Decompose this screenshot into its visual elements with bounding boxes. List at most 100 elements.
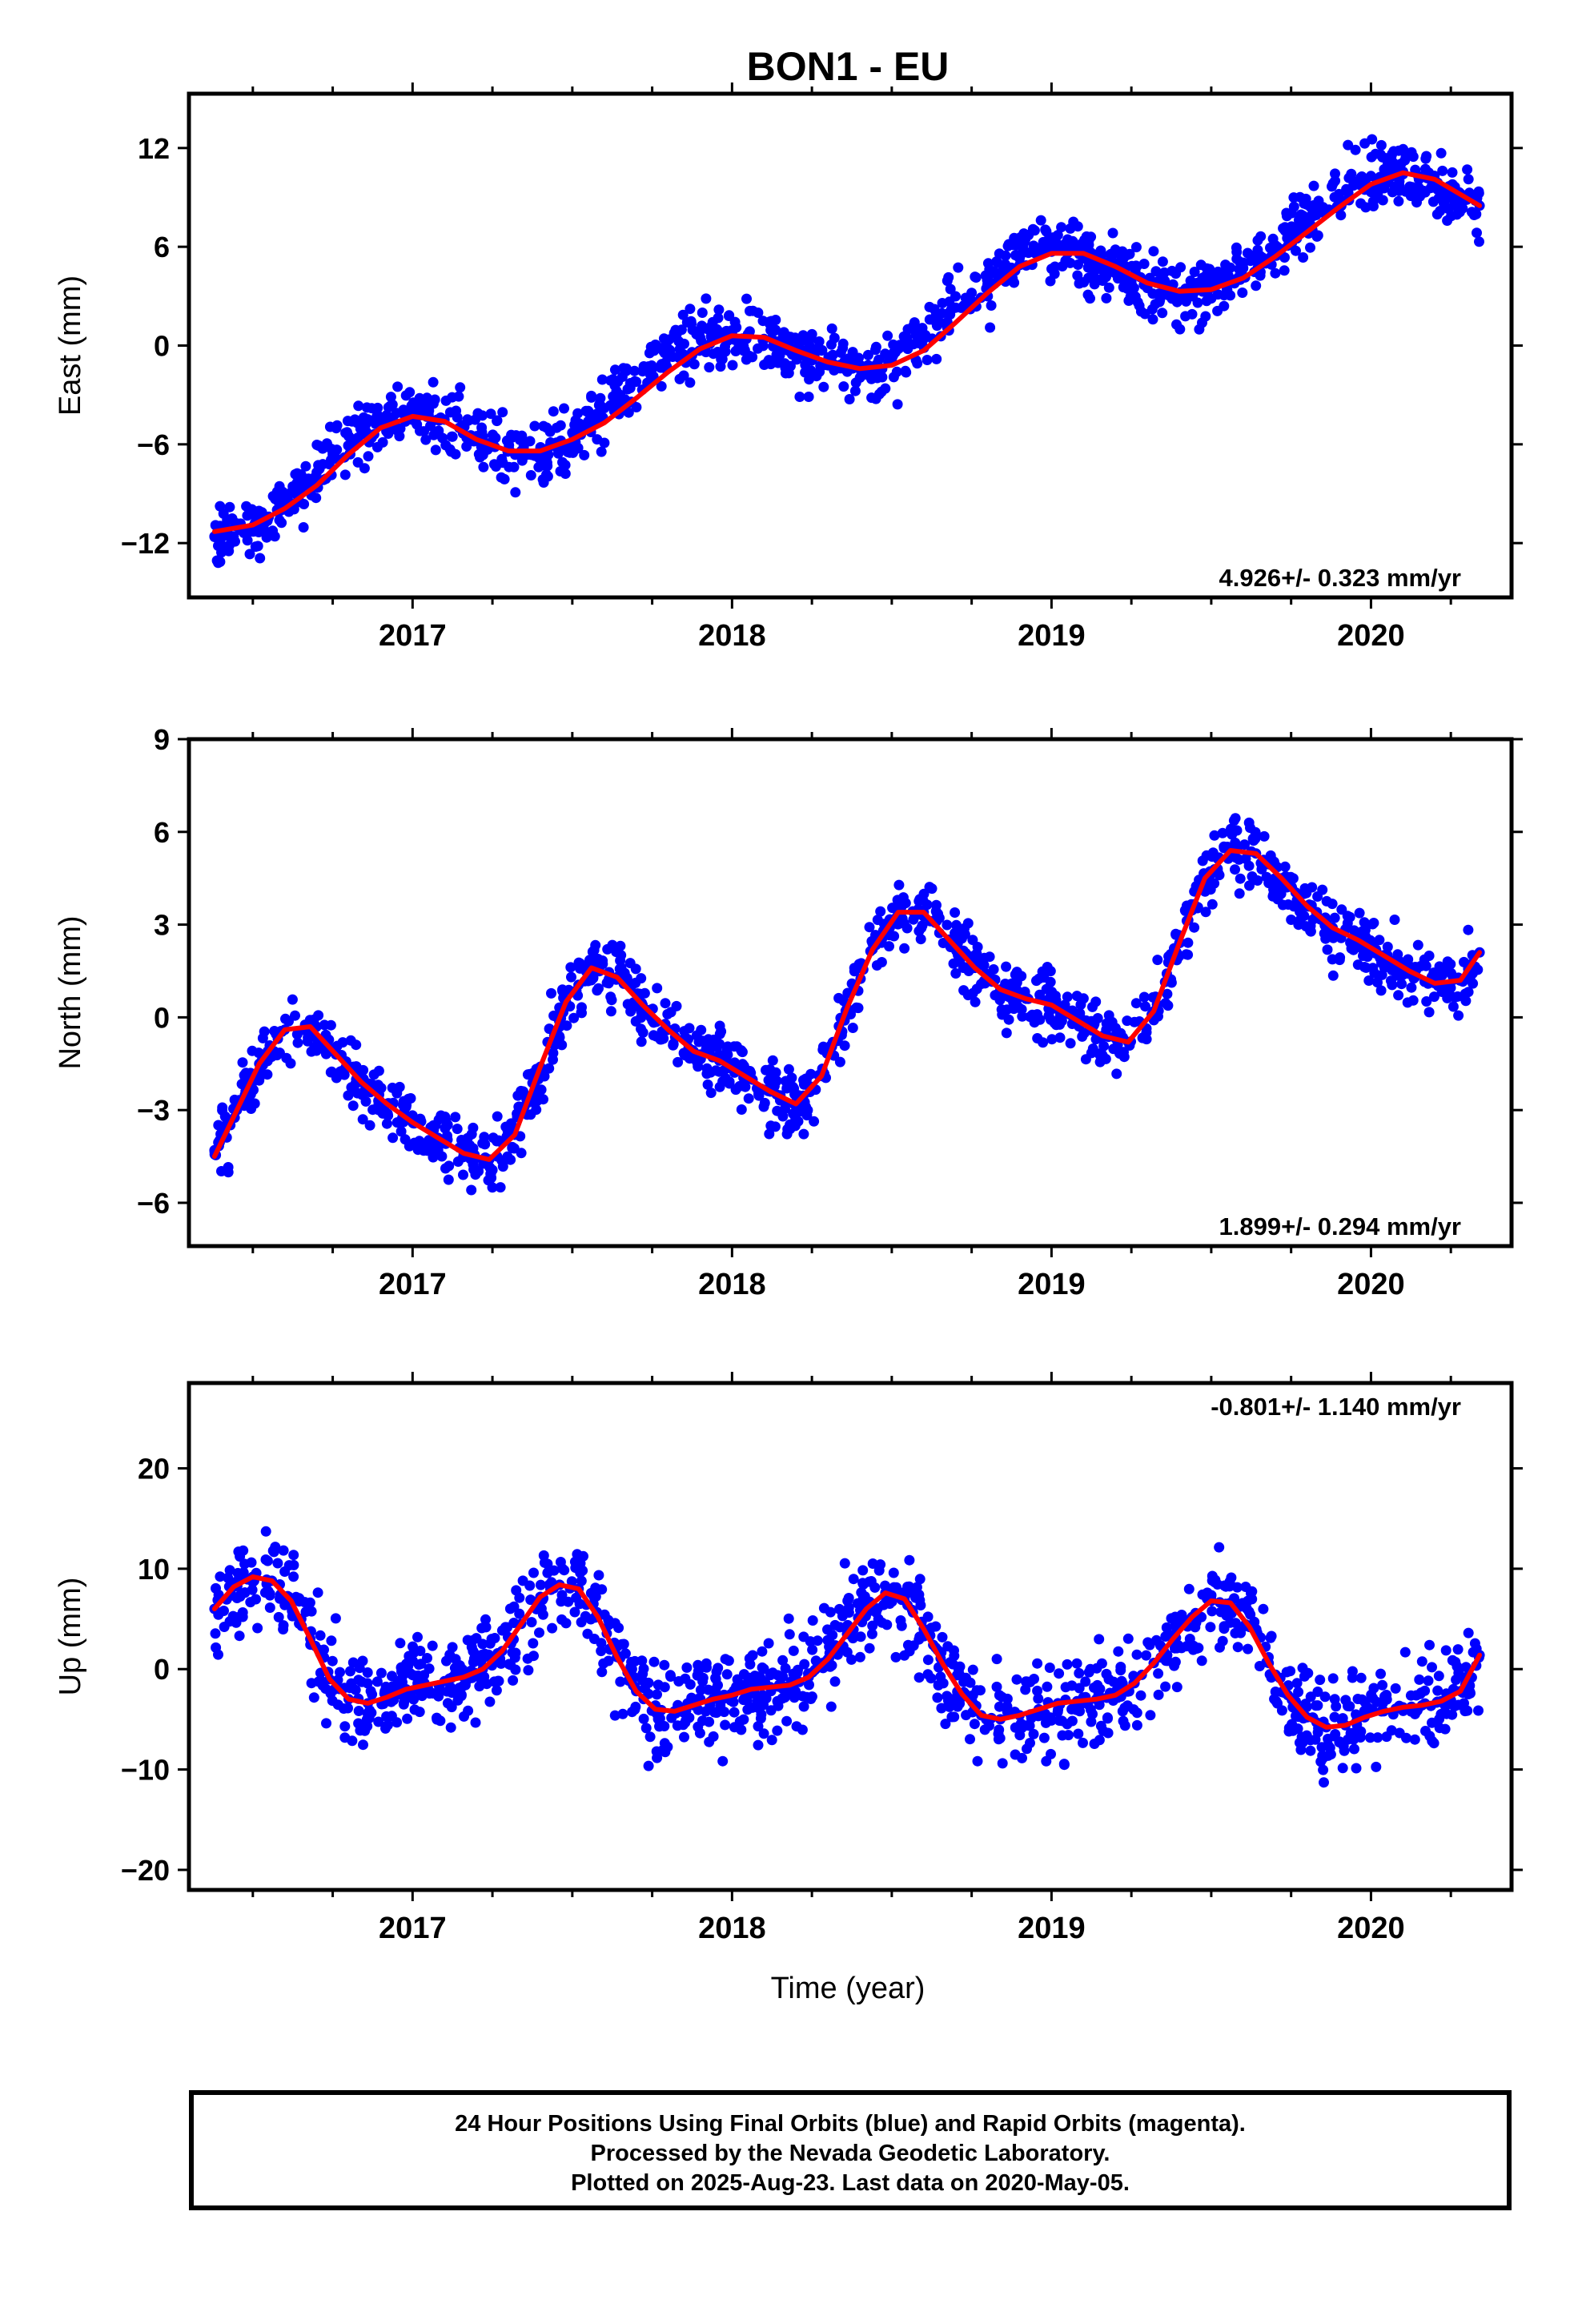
data-point — [1160, 998, 1171, 1009]
x-tick-label: 2018 — [698, 1268, 766, 1301]
data-point — [1432, 1685, 1443, 1696]
data-point — [797, 330, 809, 341]
data-point — [217, 1102, 228, 1113]
data-point — [738, 345, 749, 356]
data-point — [1433, 1671, 1444, 1682]
data-point — [747, 305, 758, 316]
data-point — [596, 1638, 607, 1649]
data-point — [463, 1705, 474, 1716]
data-point — [1101, 1024, 1112, 1035]
data-point — [697, 308, 708, 318]
data-point — [1327, 1673, 1339, 1684]
data-point — [791, 1721, 802, 1732]
data-point — [921, 355, 933, 365]
data-point — [715, 361, 726, 372]
data-point — [719, 1707, 730, 1718]
plot-frame — [187, 1381, 1514, 1892]
data-point — [450, 448, 461, 460]
rate-label: -0.801+/- 1.140 mm/yr — [1211, 1393, 1461, 1421]
data-point — [292, 1037, 303, 1048]
data-point — [583, 407, 594, 418]
data-point — [1460, 995, 1472, 1007]
data-point — [738, 1694, 749, 1705]
data-point — [575, 958, 586, 969]
data-point — [509, 1652, 520, 1663]
data-point — [1032, 1658, 1043, 1669]
data-point — [1062, 1659, 1073, 1670]
data-point — [1020, 1684, 1031, 1695]
data-point — [1371, 1761, 1382, 1772]
data-point — [901, 333, 913, 344]
data-point — [799, 1659, 810, 1670]
data-point — [1087, 1001, 1098, 1012]
data-point — [971, 948, 982, 959]
data-point — [1078, 1737, 1088, 1748]
data-point — [674, 373, 685, 384]
data-point — [1406, 147, 1417, 158]
y-tick-label: 6 — [154, 231, 170, 263]
data-point — [702, 1079, 713, 1090]
data-point — [805, 1694, 817, 1704]
data-point — [436, 1110, 447, 1121]
data-point — [965, 1734, 975, 1745]
data-point — [547, 1622, 558, 1634]
data-point — [1335, 210, 1347, 221]
data-point — [1243, 860, 1255, 871]
data-point — [561, 1020, 572, 1031]
data-point — [574, 418, 585, 429]
data-point — [1344, 911, 1355, 923]
data-point — [603, 1655, 614, 1667]
data-point — [529, 1096, 540, 1108]
data-point — [594, 398, 605, 409]
data-point — [888, 348, 899, 359]
data-point — [1247, 1594, 1258, 1605]
data-point — [596, 1584, 608, 1595]
data-point — [1243, 1643, 1254, 1655]
data-point — [1114, 1048, 1125, 1059]
data-point — [1295, 907, 1305, 917]
data-point — [1134, 300, 1145, 312]
data-point — [353, 400, 364, 412]
data-point — [1316, 207, 1327, 218]
data-point — [1329, 1731, 1340, 1742]
y-tick-label: 12 — [138, 132, 170, 165]
data-point — [1247, 1586, 1258, 1597]
data-point — [770, 324, 781, 336]
data-point — [986, 300, 997, 311]
data-point — [809, 1116, 820, 1127]
data-point — [705, 1088, 717, 1099]
data-point — [740, 1081, 751, 1092]
data-point — [756, 1709, 767, 1720]
data-point — [1200, 907, 1211, 918]
data-point — [1251, 280, 1262, 292]
data-point — [586, 390, 597, 401]
data-point — [259, 1026, 270, 1037]
data-point — [1207, 1606, 1218, 1617]
data-point — [1450, 197, 1461, 208]
data-point — [1103, 1674, 1114, 1685]
data-point — [432, 1714, 443, 1725]
y-tick-label: 20 — [138, 1453, 170, 1486]
data-point — [375, 1667, 387, 1679]
data-point — [1427, 1662, 1437, 1673]
data-point — [566, 1576, 577, 1587]
data-point — [523, 1665, 534, 1676]
data-point — [1305, 1745, 1316, 1756]
data-point — [609, 1710, 620, 1721]
data-point — [1073, 1728, 1084, 1739]
data-point — [640, 1723, 652, 1734]
data-point — [339, 469, 351, 480]
data-point — [629, 1704, 640, 1715]
data-point — [1310, 1734, 1321, 1745]
data-point — [727, 360, 738, 371]
data-point — [898, 918, 909, 929]
data-point — [629, 365, 640, 376]
data-point — [1250, 249, 1261, 260]
data-point — [472, 408, 484, 419]
data-point — [914, 1594, 926, 1606]
data-point — [470, 1717, 481, 1728]
data-point — [859, 1591, 870, 1602]
data-point — [1083, 272, 1094, 283]
data-point — [278, 1545, 289, 1556]
data-point — [1248, 835, 1259, 846]
